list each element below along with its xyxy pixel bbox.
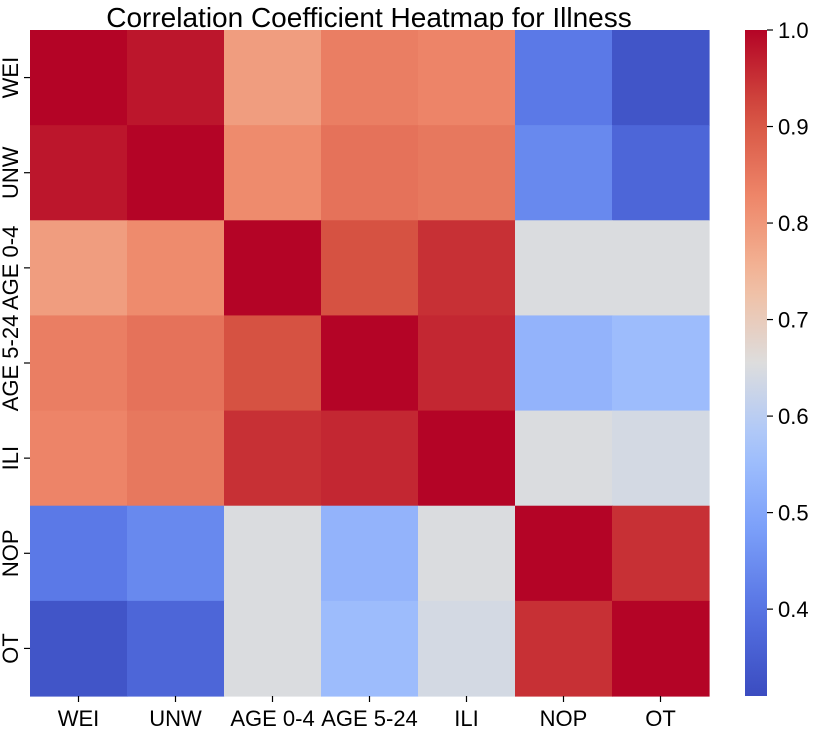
heatmap-cell-6-5 (515, 600, 613, 697)
heatmap-cell-5-1 (127, 505, 225, 602)
x-tick-label: OT (645, 706, 676, 731)
heatmap-cell-3-1 (127, 315, 225, 412)
heatmap-cell-0-1 (127, 30, 225, 126)
heatmap-cell-5-6 (612, 505, 710, 602)
heatmap-cell-6-4 (418, 600, 516, 697)
heatmap-cell-4-4 (418, 410, 516, 507)
heatmap-cell-2-6 (612, 220, 710, 317)
heatmap-cell-5-2 (224, 505, 322, 602)
heatmap-cell-1-6 (612, 125, 710, 221)
heatmap-cell-1-0 (30, 125, 128, 221)
heatmap-cell-1-4 (418, 125, 516, 221)
heatmap-cell-3-6 (612, 315, 710, 412)
heatmap-cell-1-2 (224, 125, 322, 221)
heatmap-cell-5-5 (515, 505, 613, 602)
heatmap-cell-4-3 (321, 410, 419, 507)
colorbar-tick-label: 0.9 (778, 115, 809, 140)
y-tick-label: AGE 0-4 (0, 226, 23, 310)
x-tick-label: WEI (58, 706, 100, 731)
x-tick-label: UNW (149, 706, 202, 731)
y-tick-label: NOP (0, 529, 23, 577)
heatmap-cell-6-2 (224, 600, 322, 697)
y-tick-label: OT (0, 633, 23, 664)
heatmap-cell-4-0 (30, 410, 128, 507)
y-tick-label: AGE 5-24 (0, 315, 23, 412)
heatmap-cell-2-2 (224, 220, 322, 317)
heatmap-cells (30, 30, 710, 697)
colorbar-tick-label: 0.6 (778, 404, 809, 429)
y-axis-ticks: WEI UNW AGE 0-4 AGE 5-24 ILI NOP OT (0, 57, 30, 664)
heatmap-cell-5-3 (321, 505, 419, 602)
heatmap-cell-0-3 (321, 30, 419, 126)
x-tick-label: AGE 0-4 (230, 706, 314, 731)
heatmap-cell-6-6 (612, 600, 710, 697)
heatmap-cell-3-5 (515, 315, 613, 412)
colorbar-tick-label: 0.5 (778, 501, 809, 526)
heatmap-cell-4-6 (612, 410, 710, 507)
x-tick-label: AGE 5-24 (321, 706, 418, 731)
heatmap-cell-2-3 (321, 220, 419, 317)
heatmap-cell-0-0 (30, 30, 128, 126)
heatmap-cell-0-4 (418, 30, 516, 126)
heatmap-cell-0-5 (515, 30, 613, 126)
y-tick-label: WEI (0, 57, 23, 99)
heatmap-cell-3-4 (418, 315, 516, 412)
heatmap-cell-4-5 (515, 410, 613, 507)
heatmap-cell-3-2 (224, 315, 322, 412)
heatmap-cell-0-2 (224, 30, 322, 126)
heatmap-cell-1-1 (127, 125, 225, 221)
heatmap-cell-2-4 (418, 220, 516, 317)
colorbar (745, 30, 767, 696)
heatmap-cell-6-0 (30, 600, 128, 697)
heatmap-cell-3-0 (30, 315, 128, 412)
heatmap-cell-2-1 (127, 220, 225, 317)
heatmap-cell-2-5 (515, 220, 613, 317)
y-tick-label: UNW (0, 146, 23, 199)
colorbar-tick-label: 0.4 (778, 597, 809, 622)
chart-title: Correlation Coefficient Heatmap for Illn… (106, 2, 632, 33)
heatmap-cell-4-2 (224, 410, 322, 507)
y-tick-label: ILI (0, 446, 23, 470)
colorbar-tick-label: 0.8 (778, 211, 809, 236)
heatmap-cell-2-0 (30, 220, 128, 317)
x-axis-ticks: WEI UNW AGE 0-4 AGE 5-24 ILI NOP OT (58, 696, 676, 731)
heatmap-cell-5-4 (418, 505, 516, 602)
colorbar-tick-label: 0.7 (778, 308, 809, 333)
x-tick-label: ILI (454, 706, 478, 731)
heatmap-cell-3-3 (321, 315, 419, 412)
heatmap-cell-4-1 (127, 410, 225, 507)
colorbar-ticks: 0.4 0.5 0.6 0.7 0.8 0.9 1.0 (767, 18, 809, 622)
heatmap-cell-1-5 (515, 125, 613, 221)
heatmap-cell-6-3 (321, 600, 419, 697)
heatmap-cell-6-1 (127, 600, 225, 697)
colorbar-tick-label: 1.0 (778, 18, 809, 43)
x-tick-label: NOP (540, 706, 588, 731)
heatmap-cell-0-6 (612, 30, 710, 126)
heatmap-cell-5-0 (30, 505, 128, 602)
heatmap-cell-1-3 (321, 125, 419, 221)
